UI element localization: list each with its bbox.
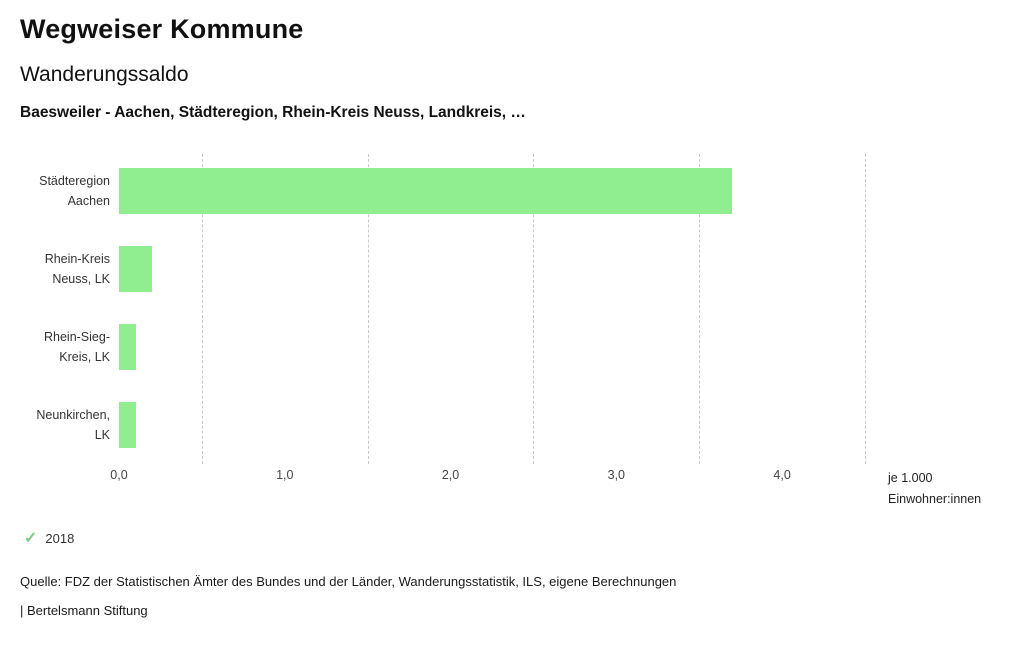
x-tick-label: 4,0	[773, 468, 791, 482]
plot-area	[119, 152, 866, 464]
x-axis-row: 0,0 1,0 2,0 3,0 4,0 je 1.000 Einwohner:innen	[20, 464, 1004, 510]
wegweiser-kommune-page: Wegweiser Kommune Wanderungssaldo Baeswe…	[0, 14, 1024, 618]
x-tick-label: 3,0	[607, 468, 626, 482]
legend-year-label[interactable]: 2018	[45, 530, 75, 546]
axis-unit-line2: Einwohner:innen	[888, 492, 982, 506]
gridline	[699, 154, 701, 464]
gridline	[533, 154, 535, 464]
bar-1[interactable]	[119, 168, 733, 214]
axis-unit-label: je 1.000 Einwohner:innen	[888, 464, 981, 510]
gridline	[367, 154, 369, 464]
bar-chart: Städteregion Aachen Rhein-Kreis Neuss, LK Rh…	[20, 152, 1004, 464]
category-label: Rhein-Kreis Neuss, LK	[44, 252, 110, 286]
page-title: Wegweiser Kommune	[20, 14, 304, 44]
gridline	[865, 154, 866, 464]
x-axis: 0,0 1,0 2,0 3,0 4,0	[110, 464, 865, 504]
category-label: Rhein-Sieg- Kreis, LK	[43, 330, 110, 364]
x-tick-label: 1,0	[276, 468, 294, 482]
chart-title: Wanderungssaldo	[20, 63, 189, 86]
legend: ✓ 2018	[24, 528, 1004, 548]
bar-row	[119, 230, 865, 308]
check-icon[interactable]: ✓	[24, 530, 38, 547]
category-labels: Städteregion Aachen Rhein-Kreis Neuss, LK Rh…	[20, 152, 119, 464]
selection-line: Baesweiler - Aachen, Städteregion, Rhein…	[20, 104, 526, 121]
bar-2[interactable]	[119, 246, 153, 292]
axis-spacer	[20, 464, 119, 510]
gridline	[201, 154, 203, 464]
bar-3[interactable]	[119, 324, 136, 370]
category-label: Neunkirchen, LK	[36, 408, 110, 442]
source-line: Quelle: FDZ der Statistischen Ämter des …	[20, 574, 677, 589]
branding-line: | Bertelsmann Stiftung	[20, 603, 148, 618]
bar-row	[119, 152, 865, 230]
bar-row	[119, 308, 865, 386]
category-label: Städteregion Aachen	[39, 174, 110, 208]
axis-unit-line1: je 1.000	[888, 471, 933, 485]
bar-4[interactable]	[119, 402, 136, 448]
x-tick-label: 2,0	[441, 468, 460, 482]
bar-row	[119, 386, 865, 464]
x-tick-label: 0,0	[110, 468, 128, 482]
